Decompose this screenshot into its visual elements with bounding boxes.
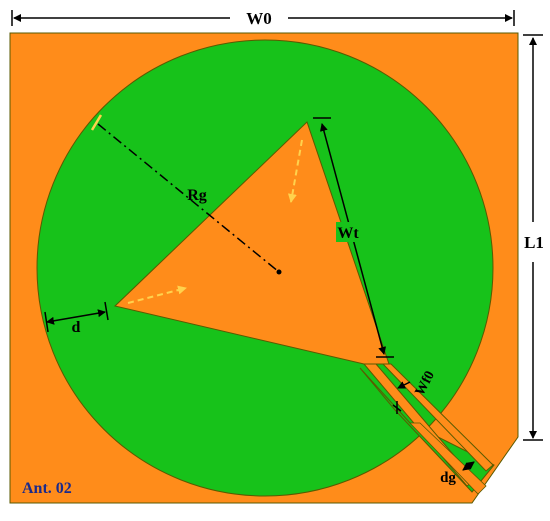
wt-label: Wt xyxy=(337,225,359,242)
wf0-dimension-line xyxy=(397,381,411,389)
feed-ground-strip-outer xyxy=(359,367,495,493)
current-arrow-top xyxy=(287,139,303,203)
rg-yellow-marker xyxy=(90,114,103,131)
feed-notch xyxy=(409,422,487,495)
dg-label: dg xyxy=(440,470,456,486)
d-dimension-line xyxy=(46,309,106,325)
rg-radius-line xyxy=(97,123,280,273)
circle-center-dot xyxy=(276,269,282,275)
feed-slot-right xyxy=(381,363,494,472)
d-tick-right xyxy=(104,301,109,321)
d-tick-left xyxy=(44,311,49,333)
w0-label: W0 xyxy=(246,9,272,28)
d-label: d xyxy=(72,319,81,336)
dg-dimension-line xyxy=(462,461,475,471)
antenna-label: Ant. 02 xyxy=(22,480,72,497)
l1-label: L1 xyxy=(524,233,544,252)
rg-label: Rg xyxy=(187,187,207,204)
wt-label-bg xyxy=(336,222,358,242)
